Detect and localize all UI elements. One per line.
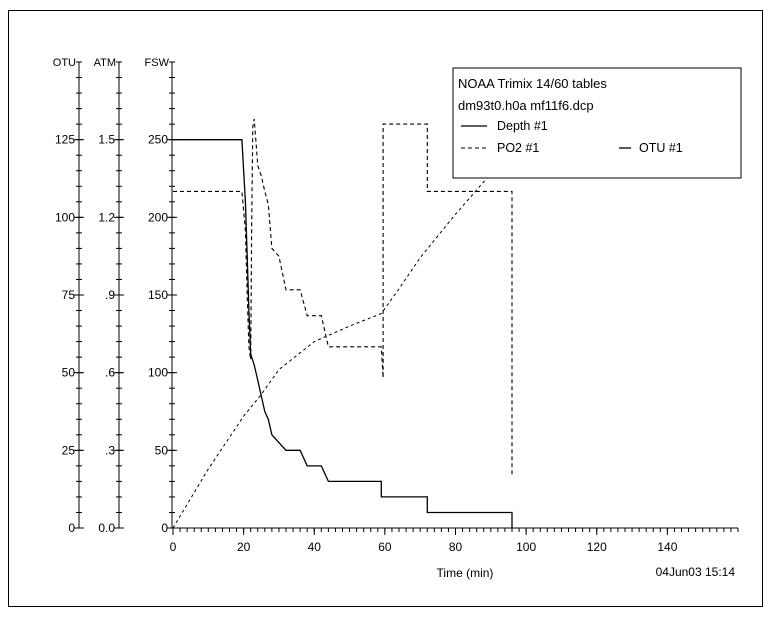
series-line-atm	[173, 118, 513, 477]
otu-tick-label: 25	[62, 443, 76, 457]
otu-tick-label: 125	[55, 133, 75, 147]
legend-otu-label: OTU #1	[639, 141, 683, 155]
x-tick-label: 100	[516, 540, 536, 554]
x-tick-label: 60	[378, 540, 392, 554]
legend-title-line1: NOAA Trimix 14/60 tables	[458, 76, 607, 91]
series-line-fsw	[173, 139, 513, 528]
chart-frame	[8, 10, 763, 607]
fsw-tick-label: 100	[148, 366, 168, 380]
atm-tick-label: .3	[105, 443, 115, 457]
x-tick-label: 20	[237, 540, 251, 554]
atm-tick-label: 1.2	[98, 210, 115, 224]
legend-depth-label: Depth #1	[497, 119, 548, 133]
fsw-tick-label: 200	[148, 210, 168, 224]
legend-title-line2: dm93t0.h0a mf11f6.dcp	[458, 98, 594, 113]
atm-tick-label: .6	[105, 366, 115, 380]
x-tick-label: 40	[308, 540, 322, 554]
x-tick-label: 80	[449, 540, 463, 554]
x-tick-label: 140	[657, 540, 677, 554]
fsw-axis-label: FSW	[145, 57, 170, 69]
atm-tick-label: 1.5	[98, 133, 115, 147]
timestamp-label: 04Jun03 15:14	[656, 565, 736, 579]
otu-tick-label: 0	[68, 521, 75, 535]
atm-tick-label: 0.0	[98, 521, 115, 535]
x-tick-label: 0	[170, 540, 177, 554]
series-line-otu	[172, 148, 513, 529]
atm-tick-label: .9	[105, 288, 115, 302]
otu-axis-label: OTU	[53, 57, 76, 69]
fsw-tick-label: 50	[155, 443, 169, 457]
legend-box	[452, 67, 742, 179]
otu-tick-label: 50	[62, 366, 76, 380]
fsw-tick-label: 0	[161, 521, 168, 535]
fsw-tick-label: 250	[148, 133, 168, 147]
x-axis-title: Time (min)	[437, 566, 494, 580]
x-tick-label: 120	[587, 540, 607, 554]
otu-tick-label: 75	[62, 288, 76, 302]
otu-tick-label: 100	[55, 210, 75, 224]
atm-axis-label: ATM	[94, 57, 116, 69]
fsw-tick-label: 150	[148, 288, 168, 302]
legend-po2-label: PO2 #1	[497, 141, 539, 155]
